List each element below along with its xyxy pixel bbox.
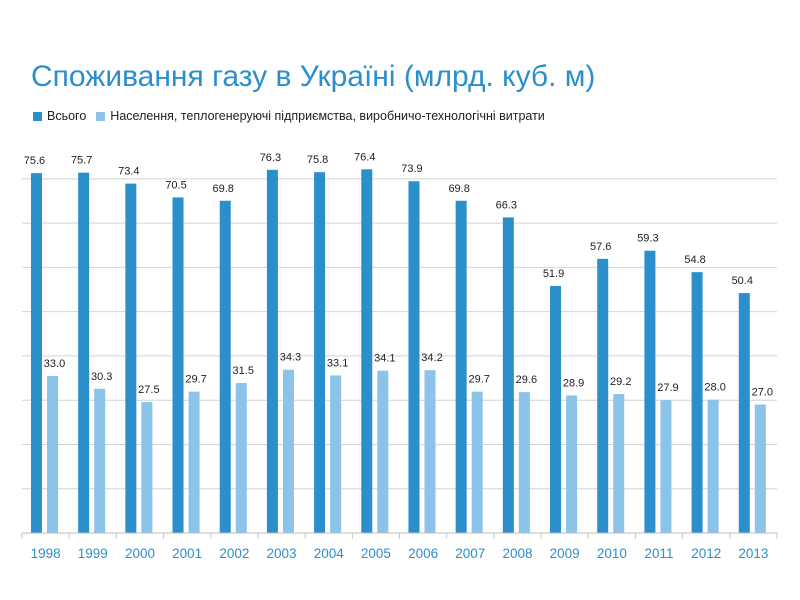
data-label-population: 29.6 [516,374,537,386]
legend-swatch-total [33,111,42,121]
bar-total [172,197,184,534]
bar-total [408,181,420,533]
x-tick-label: 2013 [738,546,768,561]
x-tick-label: 2010 [597,546,627,561]
data-label-population: 34.1 [374,353,395,365]
x-tick-label: 2011 [645,546,674,561]
bar-total [644,250,656,533]
bar-population [47,375,59,533]
bar-total [455,200,467,533]
bar-total [738,293,750,533]
bar-population [282,369,294,533]
bar-total [78,172,90,533]
bar-population [613,394,625,533]
data-label-population: 29.2 [610,376,631,388]
x-tick-label: 2008 [502,546,532,561]
data-label-population: 27.0 [752,386,773,398]
bar-population [754,404,766,533]
x-tick-label: 2006 [408,546,438,561]
data-label-total: 75.8 [307,154,328,166]
bar-total [219,200,231,533]
bar-population [94,388,106,533]
data-label-total: 54.8 [684,254,705,266]
x-tick-label: 2001 [172,546,202,561]
data-label-total: 69.8 [448,183,469,195]
data-label-total: 69.8 [213,183,234,195]
legend: Всього Населення, теплогенеруючі підприє… [33,108,555,124]
bar-population [141,402,153,533]
bar-population [518,392,530,533]
data-label-total: 70.5 [165,179,186,191]
bar-population [707,399,719,533]
data-label-total: 75.6 [24,155,45,167]
bar-total [314,172,326,533]
data-label-total: 57.6 [590,241,611,253]
data-label-total: 73.9 [401,163,422,175]
bar-population [660,400,672,533]
data-label-population: 27.5 [138,384,159,396]
x-tick-label: 2007 [455,546,485,561]
bar-total [266,169,278,533]
bar-total [125,183,137,533]
data-label-total: 51.9 [543,268,564,280]
bar-population [424,370,436,533]
data-label-total: 73.4 [118,166,139,178]
x-tick-label: 2002 [219,546,249,561]
data-label-population: 27.9 [657,382,678,394]
data-label-total: 76.3 [260,152,281,164]
bar-total [502,217,514,534]
bar-total [30,173,42,534]
data-label-population: 34.2 [421,352,442,364]
chart-title: Споживання газу в Україні (млрд. куб. м) [31,60,596,93]
bar-total [691,272,703,533]
x-tick-label: 2000 [125,546,155,561]
x-tick-label: 1998 [31,546,61,561]
bar-population [188,391,200,533]
legend-label-population: Населення, теплогенеруючі підприємства, … [110,109,545,123]
bar-population [235,383,247,533]
bar-population [566,395,578,533]
data-label-total: 66.3 [496,199,517,211]
legend-item-total: Всього [33,109,86,123]
data-label-population: 29.7 [185,374,206,386]
x-tick-label: 1999 [78,546,108,561]
bar-population [377,370,389,533]
data-label-total: 76.4 [354,151,375,163]
data-label-population: 29.7 [468,374,489,386]
x-tick-label: 2009 [550,546,580,561]
bar-total [361,169,373,533]
data-label-population: 30.3 [91,371,112,383]
data-label-population: 34.3 [280,352,301,364]
bar-total [597,258,609,533]
bar-total [550,285,562,533]
legend-swatch-population [96,111,106,121]
data-label-total: 50.4 [732,275,753,287]
x-tick-label: 2012 [691,546,721,561]
legend-label-total: Всього [47,109,87,123]
x-tick-label: 2004 [314,546,345,561]
x-tick-label: 2005 [361,546,391,561]
bar-population [330,375,342,533]
data-label-population: 28.0 [704,382,725,394]
x-tick-label: 2003 [267,546,297,561]
data-label-total: 59.3 [637,233,658,245]
bar-population [471,391,483,533]
data-label-total: 75.7 [71,155,92,167]
legend-item-population: Населення, теплогенеруючі підприємства, … [96,109,545,123]
data-label-population: 33.1 [327,357,348,369]
data-label-population: 31.5 [233,365,254,377]
data-label-population: 28.9 [563,377,584,389]
data-label-population: 33.0 [44,358,65,370]
